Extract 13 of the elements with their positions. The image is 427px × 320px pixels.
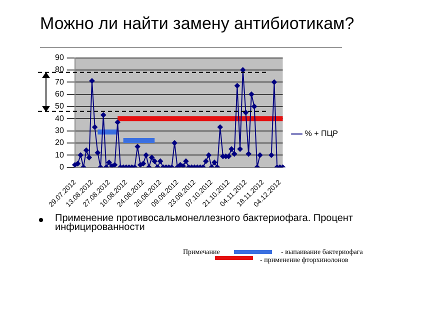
text: Применение противосальмонеллезного бактериофага. Процент инфицированности	[55, 213, 354, 233]
y-tick-label: 50	[54, 102, 64, 111]
y-tick-label: 10	[54, 150, 64, 160]
y-tick-label: 90	[54, 53, 64, 62]
y-tick-label: 0	[59, 162, 64, 172]
legend-label: % + ПЦР	[304, 129, 338, 138]
y-tick-label: 30	[54, 126, 64, 135]
y-tick-label: 70	[54, 77, 64, 86]
y-tick-label: 80	[54, 65, 64, 74]
y-tick-label: 40	[54, 114, 64, 123]
y-tick-label: 20	[54, 138, 64, 148]
chart-title: Можно ли найти замену антибиотикам?	[40, 14, 354, 34]
y-tick-label: 60	[54, 90, 64, 98]
